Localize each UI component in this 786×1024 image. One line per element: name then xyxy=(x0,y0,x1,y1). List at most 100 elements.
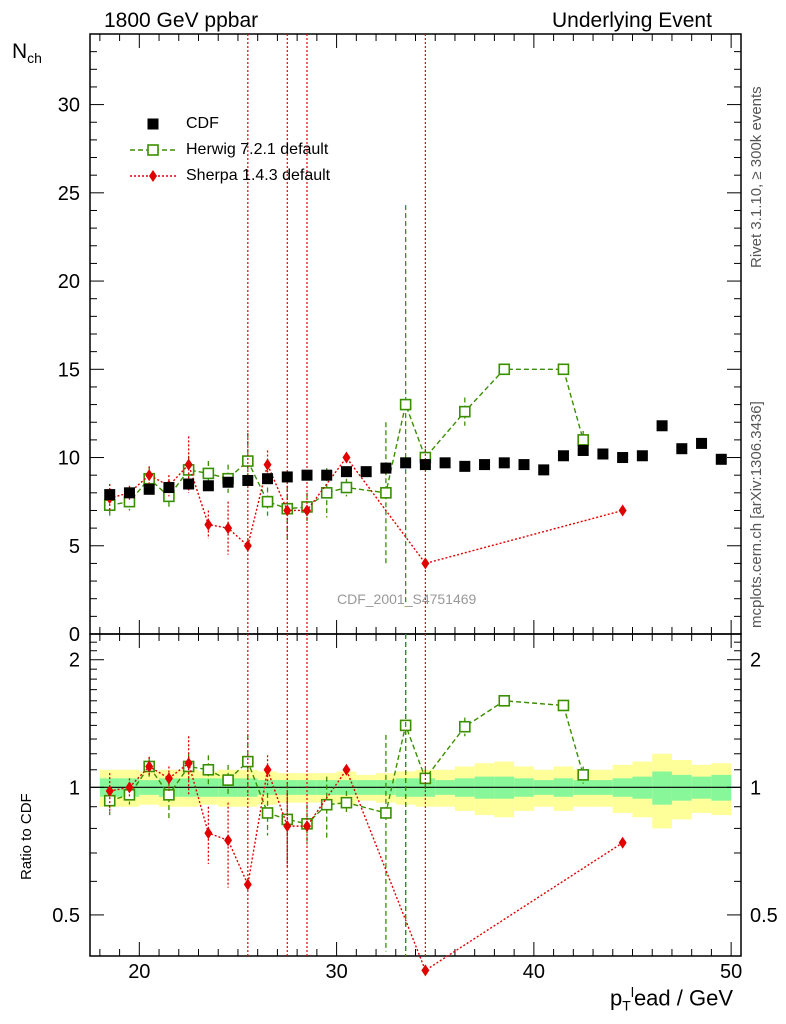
main-cdf-point xyxy=(577,444,589,456)
x-tick-label: 30 xyxy=(325,961,347,983)
ratio-herwig-point xyxy=(261,807,274,819)
legend-marker-cdf xyxy=(147,118,159,130)
main-cdf-point xyxy=(636,450,648,462)
ratio-sherpa-point xyxy=(164,772,173,785)
header-left: 1800 GeV ppbar xyxy=(104,9,259,32)
y-tick-label: 10 xyxy=(58,448,80,470)
main-cdf-point xyxy=(656,420,668,432)
main-herwig-point xyxy=(242,455,254,467)
legend-label-herwig: Herwig 7.2.1 default xyxy=(186,141,329,158)
x-axis-title: pTlead / GeV xyxy=(610,984,733,1014)
main-cdf-point xyxy=(459,460,471,472)
main-cdf-point xyxy=(104,489,116,501)
mcplots-label: mcplots.cern.ch [arXiv:1306.3436] xyxy=(748,401,765,628)
main-cdf-point xyxy=(360,466,372,478)
y-tick-label: 20 xyxy=(58,271,80,293)
ratio-herwig-point xyxy=(459,720,471,733)
y-tick-label: 30 xyxy=(58,95,80,117)
main-cdf-point xyxy=(597,448,609,460)
y-tick-label: 25 xyxy=(58,183,80,205)
ratio-sherpa-point xyxy=(618,836,627,849)
main-sherpa-point xyxy=(224,522,233,535)
ratio-sherpa-point xyxy=(283,820,292,833)
ratio-sherpa-point xyxy=(105,785,114,798)
ratio-herwig-point xyxy=(498,695,511,707)
x-tick-label: 40 xyxy=(523,961,545,983)
main-sherpa-point xyxy=(145,469,154,482)
y-axis-title-sub: ch xyxy=(27,50,42,67)
main-sherpa-point xyxy=(263,458,272,471)
ratio-y-tick-label: 0.5 xyxy=(52,905,80,927)
x-tick-label: 50 xyxy=(720,961,742,983)
ratio-herwig-line xyxy=(109,700,584,825)
ratio-sherpa-point xyxy=(145,760,154,773)
main-cdf-point xyxy=(419,459,431,471)
main-cdf-point xyxy=(202,480,214,492)
main-herwig-point xyxy=(557,363,570,376)
main-cdf-point xyxy=(696,437,708,449)
legend-label-cdf: CDF xyxy=(186,115,219,132)
ratio-sherpa-point xyxy=(263,763,272,776)
main-cdf-point xyxy=(242,474,254,486)
x-tick-label: 20 xyxy=(128,961,150,983)
y-tick-label: 15 xyxy=(58,359,80,381)
main-cdf-point xyxy=(143,483,155,495)
main-cdf-point xyxy=(557,450,569,462)
y-axis-title-main: N xyxy=(12,40,28,63)
main-cdf-point xyxy=(380,462,392,474)
ratio-herwig-point xyxy=(222,774,234,786)
ratio-herwig-point xyxy=(340,796,353,809)
x-axis-title-sup: l xyxy=(630,984,634,1000)
x-axis-title-rest: ead / GeV xyxy=(633,985,734,1011)
main-cdf-point xyxy=(617,452,629,464)
ratio-sherpa-line xyxy=(109,762,624,972)
main-herwig-point xyxy=(577,434,589,446)
main-cdf-point xyxy=(518,459,530,471)
main-cdf-point xyxy=(222,476,234,488)
ratio-herwig-point xyxy=(163,789,175,801)
main-herwig-point xyxy=(320,487,333,499)
rivet-label: Rivet 3.1.10, ≥ 300k events xyxy=(748,86,765,268)
main-cdf-point xyxy=(340,466,352,478)
main-cdf-point xyxy=(715,453,727,465)
ratio-sherpa-point xyxy=(125,781,134,794)
main-sherpa-point xyxy=(243,539,252,552)
ratio-axis-title: Ratio to CDF xyxy=(18,793,35,880)
main-sherpa-point xyxy=(204,518,213,531)
main-cdf-point xyxy=(321,469,333,481)
legend-marker-herwig xyxy=(147,144,159,156)
main-sherpa-point xyxy=(184,458,193,471)
main-cdf-point xyxy=(301,469,313,481)
main-herwig-point xyxy=(380,487,392,499)
main-cdf-point xyxy=(163,482,175,494)
ratio-sherpa-point xyxy=(243,878,252,891)
main-herwig-point xyxy=(498,363,511,376)
main-herwig-point xyxy=(202,467,215,480)
main-cdf-point xyxy=(498,457,510,469)
ratio-herwig-point xyxy=(320,798,333,811)
main-herwig-point xyxy=(399,398,412,411)
legend-label-sherpa: Sherpa 1.4.3 default xyxy=(186,167,331,184)
watermark: CDF_2001_S4751469 xyxy=(337,591,477,607)
main-cdf-point xyxy=(281,471,293,483)
ratio-sherpa-point xyxy=(303,820,311,833)
ratio-y-tick-label: 1 xyxy=(69,777,80,799)
ratio-sherpa-point xyxy=(224,834,233,847)
main-cdf-point xyxy=(538,464,550,476)
main-cdf-point xyxy=(400,457,412,469)
ratio-y-tick-label-right: 2 xyxy=(750,650,761,672)
main-cdf-point xyxy=(479,459,491,471)
ratio-y-tick-label-right: 0.5 xyxy=(750,905,778,927)
ratio-herwig-point xyxy=(202,763,215,776)
legend-marker-sherpa xyxy=(149,170,157,182)
main-herwig-point xyxy=(261,495,274,508)
ratio-sherpa-point xyxy=(342,763,351,776)
y-tick-label: 5 xyxy=(69,536,80,558)
ratio-herwig-point xyxy=(557,699,570,712)
x-axis-title-sub: T xyxy=(622,997,631,1014)
ratio-y-tick-label: 2 xyxy=(69,650,80,672)
header-right: Underlying Event xyxy=(552,9,712,32)
main-herwig-point xyxy=(340,481,353,494)
main-sherpa-point xyxy=(618,504,627,517)
